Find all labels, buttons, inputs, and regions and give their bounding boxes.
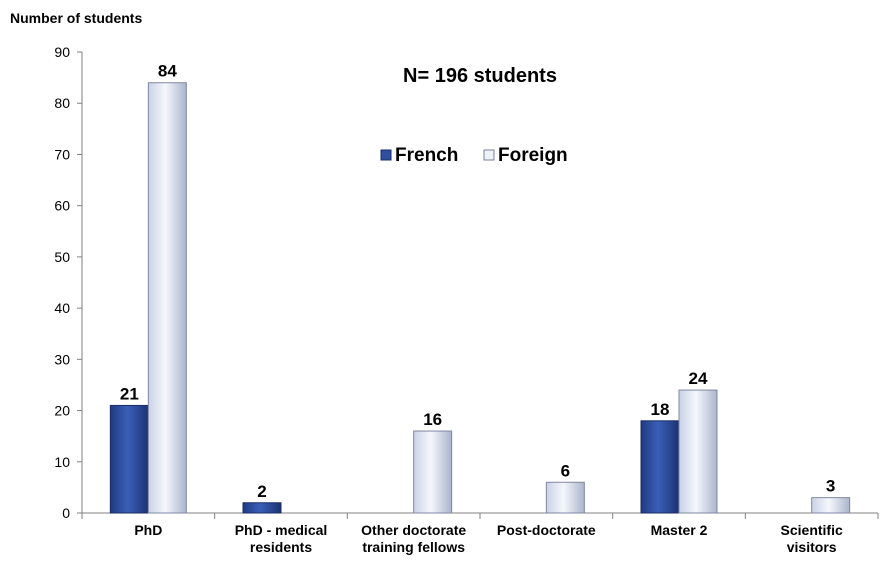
- y-tick-label: 0: [62, 505, 70, 521]
- bar-foreign: [545, 481, 585, 514]
- data-label: 21: [120, 384, 139, 403]
- y-tick-label: 20: [54, 403, 70, 419]
- data-label: 6: [561, 461, 570, 480]
- bar-french: [640, 420, 680, 514]
- data-label: 24: [689, 369, 708, 388]
- bar-foreign: [811, 497, 851, 514]
- legend: French Foreign: [380, 145, 568, 166]
- y-tick-label: 60: [54, 198, 70, 214]
- x-tick-label: Master 2: [651, 522, 708, 538]
- y-tick-label: 80: [54, 95, 70, 111]
- legend-label-foreign: Foreign: [498, 145, 568, 166]
- y-tick-label: 30: [54, 351, 70, 367]
- y-tick-label: 90: [54, 44, 70, 60]
- data-label: 16: [423, 410, 442, 429]
- legend-swatch-french: [380, 149, 392, 161]
- bar-french: [109, 404, 149, 514]
- y-axis-title: Number of students: [10, 10, 142, 26]
- x-tick-label: Other doctorate training fellows: [361, 522, 466, 555]
- x-tick-label: Scientific visitors: [781, 522, 843, 555]
- data-label: 3: [826, 477, 835, 496]
- x-tick-label: PhD: [134, 522, 162, 538]
- y-tick-label: 40: [54, 300, 70, 316]
- y-tick-label: 10: [54, 454, 70, 470]
- bar-foreign: [147, 82, 187, 514]
- data-label: 18: [651, 400, 670, 419]
- legend-label-french: French: [395, 145, 458, 166]
- y-tick-label: 70: [54, 146, 70, 162]
- bar-foreign: [678, 389, 718, 514]
- data-label: 2: [257, 482, 266, 501]
- data-label: 84: [158, 62, 177, 81]
- bar-foreign: [413, 430, 453, 514]
- chart-annotation: N= 196 students: [403, 65, 557, 87]
- x-tick-label: Post-doctorate: [497, 522, 596, 538]
- x-tick-label: PhD - medical residents: [235, 522, 328, 555]
- plot-area: 0 10 20 30 40 50 60 70 80 90 PhD PhD - medical resid…: [54, 44, 879, 555]
- y-tick-label: 50: [54, 249, 70, 265]
- bar-french: [242, 502, 282, 514]
- legend-swatch-foreign: [483, 149, 495, 161]
